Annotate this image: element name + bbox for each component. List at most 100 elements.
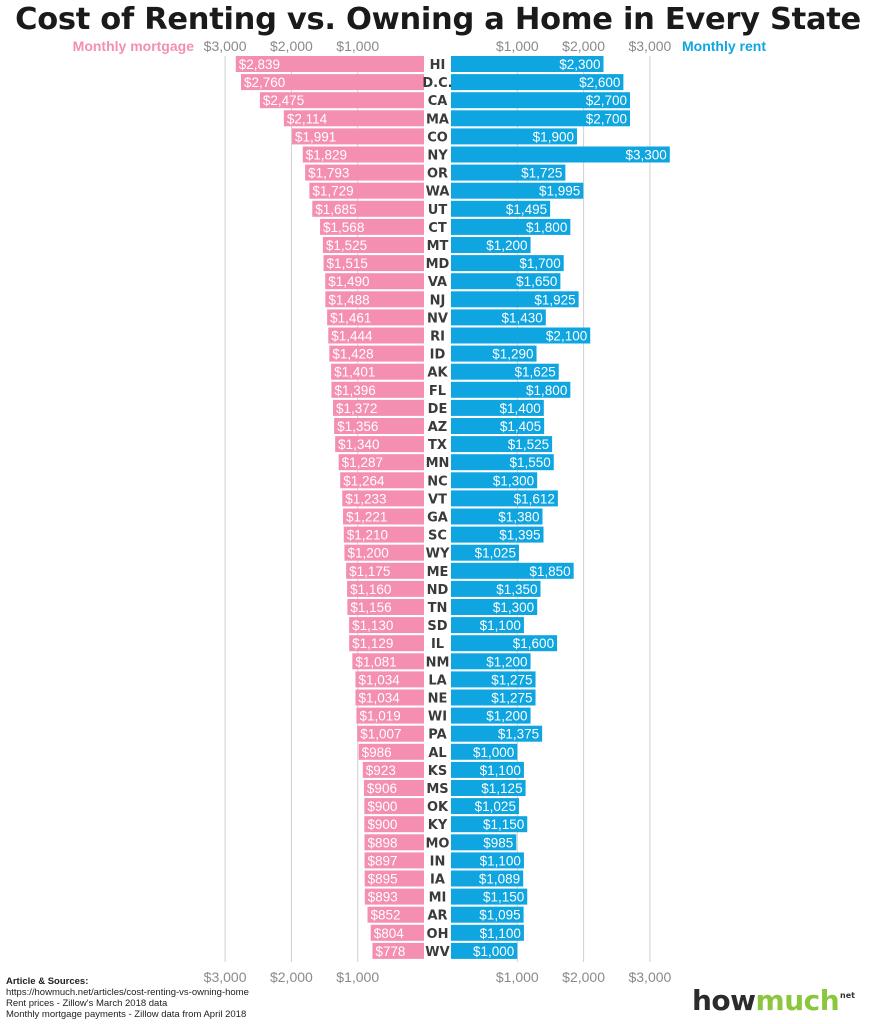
bar-rent-MN xyxy=(451,454,554,471)
tick-label-mortgage-top: $1,000 xyxy=(336,38,379,54)
bar-rent-NJ xyxy=(451,291,579,308)
howmuch-logo: howmuch xyxy=(692,984,840,1018)
bar-label-rent-AL: $1,000 xyxy=(473,745,514,760)
state-label-HI: HI xyxy=(430,58,446,73)
bar-mortgage-VT xyxy=(342,490,424,507)
state-label-OK: OK xyxy=(427,800,449,815)
bar-mortgage-NE xyxy=(355,689,424,706)
bar-label-mortgage-MD: $1,515 xyxy=(327,256,368,271)
bars: $2,839 HI $2,300 $2,760 D.C. $2,600 $2,475 CA $2… xyxy=(235,56,670,960)
state-label-CT: CT xyxy=(428,221,447,236)
bar-rent-RI xyxy=(451,327,591,344)
source-url[interactable]: https://howmuch.net/articles/cost-rentin… xyxy=(6,987,249,998)
bar-mortgage-MD xyxy=(323,255,424,272)
state-label-VT: VT xyxy=(428,492,447,507)
bar-rent-ME xyxy=(451,562,574,579)
bar-label-rent-CT: $1,800 xyxy=(526,220,567,235)
state-label-NY: NY xyxy=(427,149,448,164)
bar-label-mortgage-CA: $2,475 xyxy=(263,93,304,108)
bar-mortgage-VA xyxy=(325,273,424,290)
bar-rent-CA xyxy=(451,92,631,109)
bar-rent-KS xyxy=(451,761,524,778)
bar-label-rent-MT: $1,200 xyxy=(486,238,527,253)
bar-mortgage-OK xyxy=(364,798,424,815)
state-label-IL: IL xyxy=(431,637,444,652)
bar-label-mortgage-MA: $2,114 xyxy=(287,111,328,126)
bar-mortgage-WY xyxy=(344,544,424,561)
bar-label-mortgage-VA: $1,490 xyxy=(328,274,369,289)
bar-label-rent-CA: $2,700 xyxy=(586,93,627,108)
state-label-AL: AL xyxy=(428,746,446,761)
bar-mortgage-IA xyxy=(364,870,424,887)
bar-label-mortgage-NE: $1,034 xyxy=(358,691,400,706)
bar-label-rent-IL: $1,600 xyxy=(513,636,554,651)
state-label-IA: IA xyxy=(430,873,445,888)
state-label-ND: ND xyxy=(427,583,449,598)
state-label-MN: MN xyxy=(426,456,450,471)
bar-label-rent-SC: $1,395 xyxy=(499,528,540,543)
source-rent: Rent prices - Zillow's March 2018 data xyxy=(6,998,168,1009)
state-label-NV: NV xyxy=(427,311,448,326)
bar-rent-SD xyxy=(451,617,524,634)
bar-label-rent-OK: $1,025 xyxy=(475,799,516,814)
bar-label-rent-PA: $1,375 xyxy=(498,727,539,742)
bar-mortgage-MI xyxy=(364,888,424,905)
bar-mortgage-MO xyxy=(364,834,424,851)
bar-label-mortgage-NJ: $1,488 xyxy=(328,292,369,307)
bar-rent-NC xyxy=(451,472,538,489)
bar-label-rent-NV: $1,430 xyxy=(502,310,543,325)
state-label-ID: ID xyxy=(430,348,446,363)
tick-label-rent-top: $3,000 xyxy=(628,38,671,54)
bar-label-mortgage-ME: $1,175 xyxy=(349,564,390,579)
state-label-CO: CO xyxy=(427,130,448,145)
state-label-CA: CA xyxy=(428,94,448,109)
bar-label-mortgage-VT: $1,233 xyxy=(345,491,386,506)
bar-label-mortgage-CT: $1,568 xyxy=(323,220,364,235)
bar-label-mortgage-ND: $1,160 xyxy=(350,582,391,597)
bar-rent-SC xyxy=(451,526,544,543)
bar-label-rent-HI: $2,300 xyxy=(559,57,600,72)
state-label-D.C.: D.C. xyxy=(422,76,452,91)
bar-label-rent-AR: $1,095 xyxy=(479,908,520,923)
bar-label-rent-CO: $1,900 xyxy=(533,129,574,144)
bar-label-rent-LA: $1,275 xyxy=(491,672,532,687)
bar-label-rent-ME: $1,850 xyxy=(529,564,570,579)
bar-label-mortgage-AR: $852 xyxy=(371,908,401,923)
bar-label-rent-TX: $1,525 xyxy=(508,437,549,452)
bar-mortgage-D.C. xyxy=(241,74,424,91)
bar-label-mortgage-WV: $778 xyxy=(375,944,405,959)
bar-mortgage-ME xyxy=(346,562,424,579)
bar-mortgage-MS xyxy=(363,780,424,796)
state-label-TN: TN xyxy=(428,601,448,616)
bar-label-rent-NM: $1,200 xyxy=(486,654,527,669)
bar-label-rent-FL: $1,800 xyxy=(526,383,567,398)
bar-rent-NY xyxy=(451,146,670,163)
bar-mortgage-TX xyxy=(335,436,424,453)
bar-mortgage-FL xyxy=(331,381,424,398)
bar-label-rent-KS: $1,100 xyxy=(480,763,521,778)
bar-rent-OR xyxy=(451,164,566,181)
bar-mortgage-CT xyxy=(320,218,424,235)
bar-rent-OK xyxy=(451,798,519,815)
bar-label-rent-ID: $1,290 xyxy=(492,347,533,362)
tick-label-mortgage-bottom: $2,000 xyxy=(270,969,313,985)
state-label-KS: KS xyxy=(428,764,447,779)
bar-rent-ID xyxy=(451,345,537,362)
state-label-NM: NM xyxy=(426,655,450,670)
bar-mortgage-WI xyxy=(356,707,424,724)
bar-mortgage-UT xyxy=(312,200,424,217)
bar-label-mortgage-FL: $1,396 xyxy=(334,383,375,398)
bar-rent-ND xyxy=(451,580,541,597)
bar-label-mortgage-D.C.: $2,760 xyxy=(244,75,285,90)
state-label-AR: AR xyxy=(427,909,447,924)
bar-rent-AL xyxy=(451,743,518,760)
bar-label-rent-AZ: $1,405 xyxy=(500,419,541,434)
bar-label-mortgage-RI: $1,444 xyxy=(331,329,373,344)
bar-rent-AK xyxy=(451,363,559,380)
state-label-AK: AK xyxy=(427,366,448,381)
state-label-KY: KY xyxy=(428,818,448,833)
bar-mortgage-AR xyxy=(367,906,424,923)
state-label-NC: NC xyxy=(427,474,447,489)
bar-mortgage-AZ xyxy=(334,418,424,434)
state-label-MT: MT xyxy=(427,239,449,254)
